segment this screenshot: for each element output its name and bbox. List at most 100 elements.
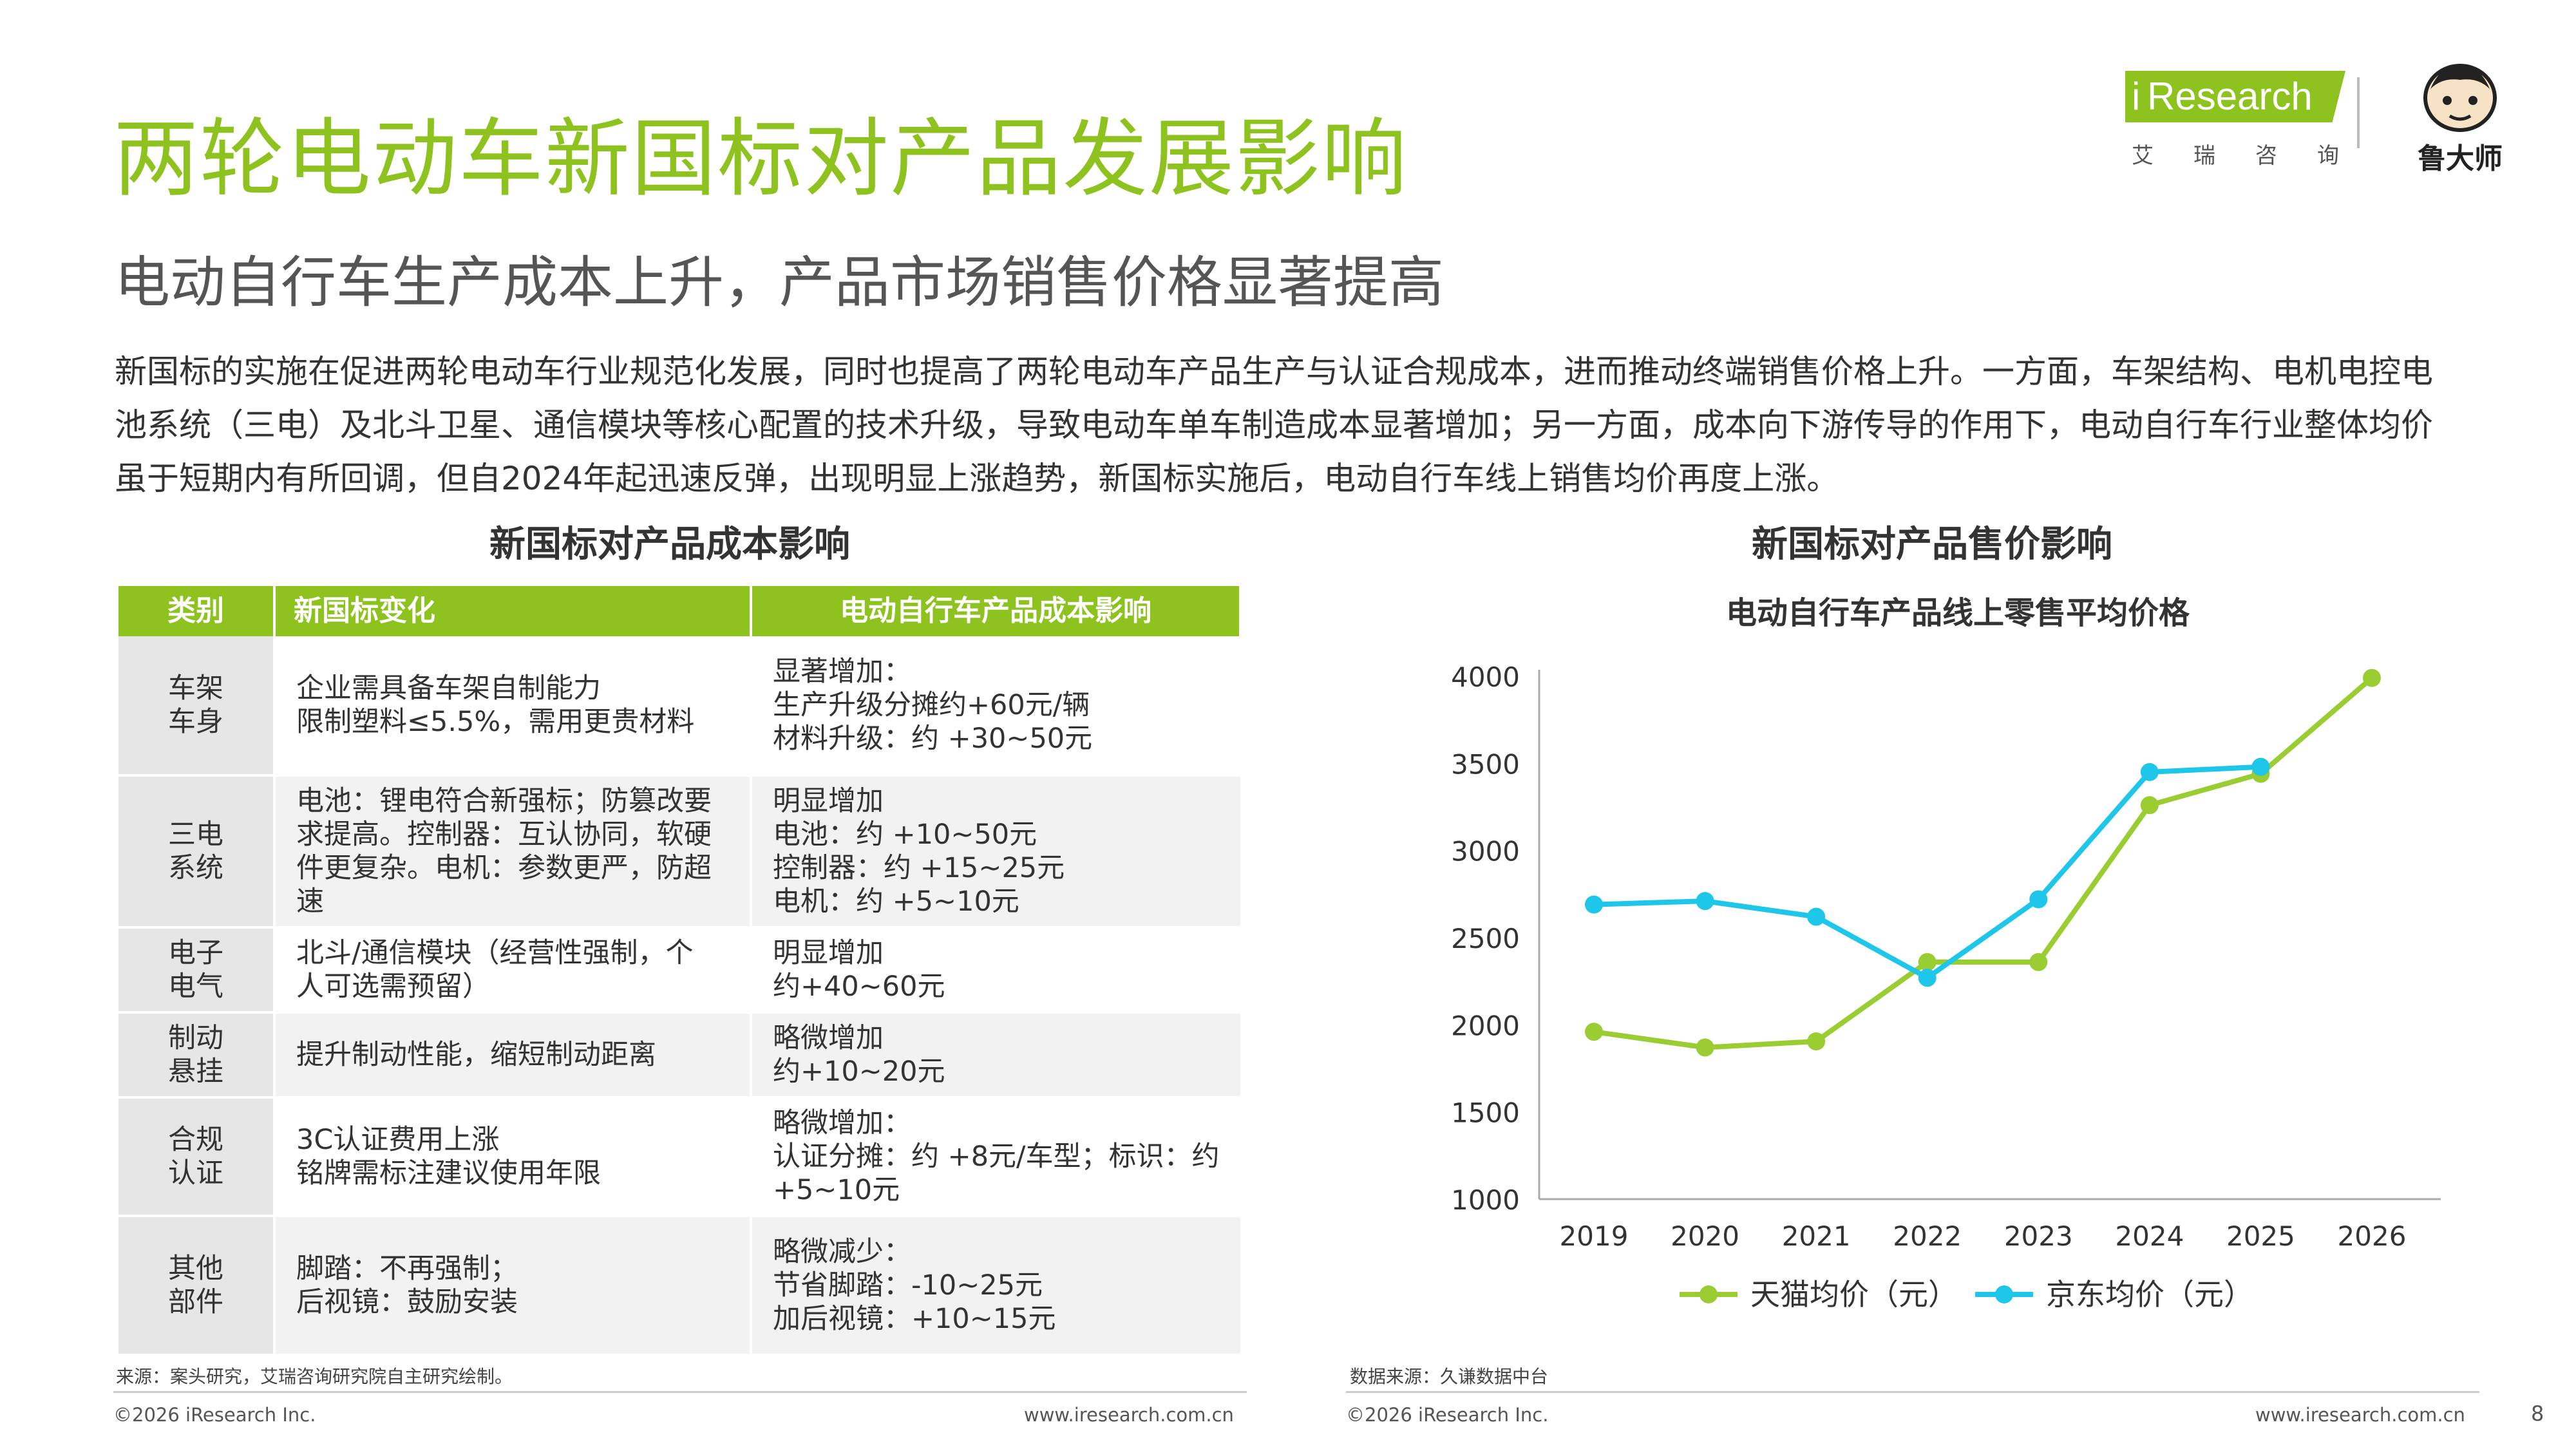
impact-cell-line: 电机：约 +5~10元 [773, 886, 1019, 918]
iresearch-logo-badge: i Research [2125, 71, 2345, 122]
ludashi-logo-text: 鲁大师 [2418, 142, 2503, 175]
chart-legend: 天猫均价（元） 京东均价（元） [1680, 1277, 2253, 1312]
column-header-category: 类别 [118, 586, 276, 636]
price-section-title: 新国标对产品售价影响 [1752, 524, 2112, 565]
category-cell: 电子 电气 [118, 927, 276, 1014]
impact-cell-line: 生产升级分摊约+60元/辆 [773, 689, 1090, 721]
impact-cell-line: 认证分摊：约 +8元/车型；标识：约 [773, 1141, 1220, 1173]
series-1-point [2140, 762, 2159, 781]
left-footer-url: www.iresearch.com.cn [1024, 1404, 1234, 1426]
ludashi-logo: 鲁大师 [2402, 58, 2518, 175]
logo-divider [2357, 77, 2360, 148]
change-cell: 北斗/通信模块（经营性强制，个 人可选需预留） [274, 927, 752, 1014]
change-cell: 3C认证费用上涨 铭牌需标注建议使用年限 [274, 1097, 752, 1217]
change-cell-line: 求提高。控制器：互认协同，软硬 [296, 819, 712, 851]
impact-cell-line: 明显增加 [773, 937, 884, 969]
category-cell-line: 悬挂 [168, 1056, 223, 1088]
category-cell: 制动 悬挂 [118, 1012, 276, 1099]
intro-paragraph: 新国标的实施在促进两轮电动车行业规范化发展，同时也提高了两轮电动车产品生产与认证… [115, 353, 2433, 497]
change-cell-line: 企业需具备车架自制能力 [296, 672, 601, 705]
chart-axes: 1000 1500 2000 2500 3000 3500 4000 2019 2020 2021… [1451, 661, 2441, 1252]
impact-cell-line: 约+10~20元 [773, 1056, 945, 1088]
change-cell-line: 后视镜：鼓励安装 [296, 1286, 518, 1318]
series-1-point [2029, 890, 2048, 909]
impact-cell-line: 电池：约 +10~50元 [773, 819, 1037, 851]
right-footer-copyright: ©2026 iResearch Inc. [1346, 1404, 1549, 1426]
page-title: 两轮电动车新国标对产品发展影响 [113, 109, 1408, 209]
x-tick-label: 2023 [2004, 1220, 2073, 1252]
category-cell: 车架 车身 [118, 636, 276, 777]
chart-title: 电动自行车产品线上零售平均价格 [1726, 595, 2190, 631]
impact-cell-line: +5~10元 [773, 1174, 900, 1206]
iresearch-logo-cn: 艾瑞咨询 [2132, 143, 2379, 169]
category-cell-line: 三电 [168, 819, 223, 851]
category-cell-line: 合规 [168, 1124, 223, 1156]
series-0-point [1696, 1038, 1714, 1057]
table-row: 制动 悬挂 提升制动性能，缩短制动距离 略微增加 约+10~20元 [118, 1012, 1240, 1099]
category-cell-line: 车架 [168, 672, 223, 705]
x-tick-label: 2024 [2115, 1220, 2184, 1252]
impact-cell-line: 加后视镜：+10~15元 [773, 1303, 1056, 1335]
series-0-point [1585, 1023, 1603, 1041]
change-cell-line: 铭牌需标注建议使用年限 [296, 1157, 601, 1189]
series-1-point [1918, 969, 1937, 987]
series-0-point [2029, 952, 2048, 971]
table-row: 三电 系统 电池：锂电符合新强标；防篡改要 求提高。控制器：互认协同，软硬 件更复杂。电… [118, 775, 1240, 929]
y-tick-label: 4000 [1451, 661, 1520, 693]
ludashi-mascot-icon [2423, 64, 2497, 132]
change-cell-line: 限制塑料≤5.5%，需用更贵材料 [296, 706, 695, 738]
right-source: 数据来源：久谦数据中台 [1350, 1366, 1549, 1387]
series-1-point [1807, 907, 1826, 926]
category-cell: 合规 认证 [118, 1097, 276, 1217]
change-cell-line: 速 [296, 886, 324, 918]
change-cell: 企业需具备车架自制能力 限制塑料≤5.5%，需用更贵材料 [274, 636, 752, 777]
left-source: 来源：案头研究，艾瑞咨询研究院自主研究绘制。 [116, 1366, 513, 1387]
category-cell-line: 制动 [168, 1022, 223, 1054]
legend-swatch-dot [1995, 1285, 2013, 1303]
change-cell-line: 件更复杂。电机：参数更严，防超 [296, 852, 712, 884]
impact-cell-line: 节省脚踏：-10~25元 [773, 1269, 1043, 1302]
category-cell-line: 电气 [168, 971, 223, 1003]
y-tick-label: 2500 [1451, 923, 1520, 954]
right-footer-divider [1346, 1391, 2479, 1393]
category-cell: 其他 部件 [118, 1216, 276, 1356]
impact-cell-line: 显著增加： [773, 656, 911, 688]
change-cell-line: 人可选需预留） [296, 971, 490, 1003]
series-0-point [1807, 1032, 1826, 1051]
y-tick-label: 3000 [1451, 836, 1520, 867]
cost-impact-table: 类别 新国标变化 电动自行车产品成本影响 车架 车身 企业需具备车架自制能力 限制塑料… [118, 586, 1242, 1356]
series-line-0 [1593, 676, 2374, 1050]
left-footer-divider [113, 1391, 1247, 1393]
impact-cell-line: 约+40~60元 [773, 971, 945, 1003]
x-tick-label: 2025 [2226, 1220, 2295, 1252]
table-row: 其他 部件 脚踏：不再强制； 后视镜：鼓励安装 略微减少： 节省脚踏：-10~25元 加后视… [118, 1216, 1240, 1356]
series-0-point [2363, 668, 2381, 687]
cost-section-title: 新国标对产品成本影响 [489, 524, 850, 565]
impact-cell-line: 略微减少： [773, 1236, 911, 1268]
iresearch-logo-text: Research [2147, 75, 2313, 118]
impact-cell-line: 明显增加 [773, 785, 884, 817]
table-row: 车架 车身 企业需具备车架自制能力 限制塑料≤5.5%，需用更贵材料 显著增加： 生产升级… [118, 636, 1240, 777]
impact-cell: 略微减少： 节省脚踏：-10~25元 加后视镜：+10~15元 [751, 1216, 1240, 1356]
series-1-point [1585, 895, 1603, 914]
impact-cell-line: 略微增加 [773, 1022, 884, 1054]
category-cell-line: 车身 [168, 706, 223, 738]
category-cell: 三电 系统 [118, 775, 276, 929]
x-tick-label: 2026 [2338, 1220, 2407, 1252]
x-tick-label: 2021 [1782, 1220, 1851, 1252]
impact-cell: 显著增加： 生产升级分摊约+60元/辆 材料升级：约 +30~50元 [751, 636, 1240, 777]
chart-series [1585, 668, 2381, 1057]
change-cell-line: 脚踏：不再强制； [296, 1253, 518, 1285]
change-cell-line: 北斗/通信模块（经营性强制，个 [296, 937, 694, 969]
series-1-point [2251, 757, 2270, 776]
category-cell-line: 认证 [168, 1157, 223, 1189]
series-0-point [1918, 952, 1937, 971]
impact-cell: 略微增加 约+10~20元 [751, 1012, 1240, 1099]
change-cell-line: 提升制动性能，缩短制动距离 [296, 1039, 656, 1071]
x-tick-label: 2020 [1671, 1220, 1739, 1252]
impact-cell: 略微增加： 认证分摊：约 +8元/车型；标识：约 +5~10元 [751, 1097, 1240, 1217]
y-tick-label: 1000 [1451, 1184, 1520, 1216]
legend-swatch-dot [1700, 1285, 1718, 1303]
change-cell: 脚踏：不再强制； 后视镜：鼓励安装 [274, 1216, 752, 1356]
iresearch-logo: i Research 艾瑞咨询 [2125, 71, 2379, 169]
